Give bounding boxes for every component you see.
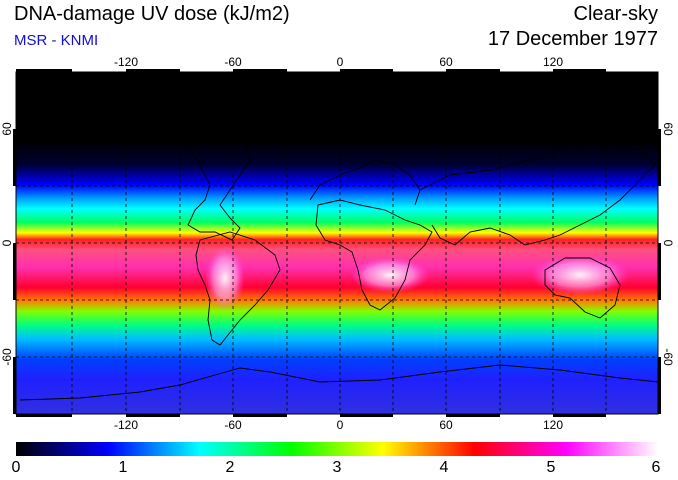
- colorbar-label: 2: [225, 459, 235, 476]
- coast-africa: [315, 199, 433, 311]
- lon-label-top: -120: [114, 55, 138, 69]
- lon-label-bottom: 120: [543, 418, 563, 432]
- uv-dose-world-map: -120 -60 0 60 120 -120 -60 0 60 120 60 0…: [0, 55, 675, 432]
- uv-hotspot-southern-africa: [350, 257, 430, 293]
- lat-label-right: 0: [661, 240, 675, 247]
- colorbar: [16, 442, 658, 456]
- lat-label-left: -60: [0, 348, 14, 366]
- colorbar-label: 4: [439, 459, 449, 476]
- colorbar-label: 1: [118, 459, 128, 476]
- lon-label-bottom: 0: [337, 418, 344, 432]
- lat-labels-left: 60 0 -60: [0, 122, 14, 366]
- coast-antarctica: [19, 364, 659, 401]
- lat-lon-grid: [16, 72, 658, 414]
- lon-label-top: 60: [439, 55, 453, 69]
- map-subtitle: MSR - KNMI: [14, 32, 99, 49]
- lat-label-left: 60: [0, 122, 14, 136]
- lon-labels-top: -120 -60 0 60 120: [114, 55, 563, 69]
- coast-europe: [309, 159, 421, 206]
- map-title: DNA-damage UV dose (kJ/m2): [14, 3, 290, 25]
- colorbar-label: 3: [332, 459, 342, 476]
- lon-label-top: -60: [224, 55, 242, 69]
- lon-label-top: 0: [337, 55, 344, 69]
- colorbar-label: 5: [546, 459, 556, 476]
- lon-label-bottom: -120: [114, 418, 138, 432]
- coast-asia: [419, 144, 656, 246]
- lon-label-bottom: -60: [224, 418, 242, 432]
- lat-label-left: 0: [0, 239, 14, 246]
- sky-condition-label: Clear-sky: [573, 3, 658, 25]
- lat-label-right: -60: [661, 348, 675, 366]
- lon-label-top: 120: [543, 55, 563, 69]
- lat-labels-right: 60 0 -60: [661, 122, 675, 366]
- coastlines: [19, 117, 659, 401]
- uv-hotspot-south-america: [205, 246, 245, 310]
- colorbar-label: 0: [11, 459, 21, 476]
- lat-label-right: 60: [661, 122, 675, 136]
- lon-label-bottom: 60: [439, 418, 453, 432]
- map-date: 17 December 1977: [487, 28, 658, 50]
- coast-australia: [544, 257, 621, 319]
- coast-south-america: [195, 231, 281, 346]
- coast-north-america: [39, 117, 251, 241]
- map-frame: [13, 69, 661, 417]
- lon-labels-bottom: -120 -60 0 60 120: [114, 418, 563, 432]
- colorbar-label: 6: [651, 459, 661, 476]
- map-area: [13, 69, 661, 417]
